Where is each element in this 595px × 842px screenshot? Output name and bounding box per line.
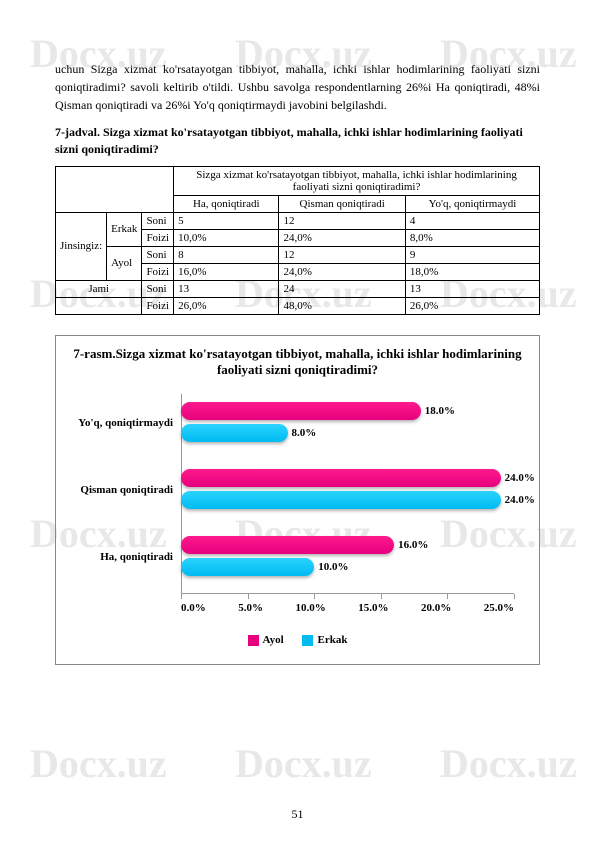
tick [447,594,448,599]
page-number: 51 [292,807,304,822]
x-tick: 15.0% [358,602,388,614]
col-yoq: Yo'q, qoniqtirmaydi [405,195,539,212]
watermark: Docx.uz [30,740,167,787]
cell: 10,0% [174,229,279,246]
bar-chart: 7-rasm.Sizga xizmat ko'rsatayotgan tibbi… [55,335,540,665]
cell: 13 [174,280,279,297]
bar-value: 24.0% [505,472,535,484]
col-qisman: Qisman qoniqtiradi [279,195,405,212]
chart-legend: Ayol Erkak [66,634,529,646]
cell: 5 [174,212,279,229]
cell: 26,0% [174,297,279,314]
bar-group-qisman: Qisman qoniqtiradi 24.0% 24.0% [181,469,514,511]
bar-erkak-qisman: 24.0% [181,491,501,509]
col-ha: Ha, qoniqtiradi [174,195,279,212]
ayol-label: Ayol [107,246,142,280]
y-label-ha: Ha, qoniqtiradi [100,551,173,563]
bar-ayol-yoq: 18.0% [181,402,421,420]
cell: 12 [279,212,405,229]
cell: 24 [279,280,405,297]
cell: 24,0% [279,229,405,246]
table-row: Sizga xizmat ko'rsatayotgan tibbiyot, ma… [56,166,540,195]
jami-label: Jami [56,280,142,297]
bar-value: 16.0% [398,539,428,551]
tick [514,594,515,599]
bar-ayol-qisman: 24.0% [181,469,501,487]
legend-erkak: Erkak [302,634,347,646]
legend-label: Erkak [317,634,347,646]
legend-ayol: Ayol [248,634,284,646]
bar-group-yoq: Yo'q, qoniqtirmaydi 18.0% 8.0% [181,402,514,444]
cell: 4 [405,212,539,229]
jinsingiz-label: Jinsingiz: [56,212,107,280]
soni-label: Soni [142,246,174,263]
y-label-qisman: Qisman qoniqtiradi [80,484,173,496]
tick [381,594,382,599]
table-title: 7-jadval. Sizga xizmat ko'rsatayotgan ti… [55,124,540,158]
x-tick: 5.0% [238,602,263,614]
soni-label: Soni [142,280,174,297]
cell: 26,0% [405,297,539,314]
bar-erkak-yoq: 8.0% [181,424,288,442]
cell: 12 [279,246,405,263]
foizi-label: Foizi [142,229,174,246]
watermark: Docx.uz [440,740,577,787]
table-row: Foizi 26,0% 48,0% 26,0% [56,297,540,314]
x-tick: 0.0% [181,602,206,614]
legend-label: Ayol [263,634,284,646]
bar-ayol-ha: 16.0% [181,536,394,554]
tick [248,594,249,599]
intro-paragraph: uchun Sizga xizmat ko'rsatayotgan tibbiy… [55,60,540,114]
tick [181,594,182,599]
cell: 24,0% [279,263,405,280]
bar-group-ha: Ha, qoniqtiradi 16.0% 10.0% [181,536,514,578]
soni-label: Soni [142,212,174,229]
page-content: uchun Sizga xizmat ko'rsatayotgan tibbiy… [0,0,595,685]
table-header-main: Sizga xizmat ko'rsatayotgan tibbiyot, ma… [174,166,540,195]
bar-value: 10.0% [318,561,348,573]
table-row: Jinsingiz: Erkak Soni 5 12 4 [56,212,540,229]
foizi-label: Foizi [142,263,174,280]
cell: 48,0% [279,297,405,314]
foizi-label: Foizi [142,297,174,314]
erkak-label: Erkak [107,212,142,246]
chart-title: 7-rasm.Sizga xizmat ko'rsatayotgan tibbi… [66,346,529,380]
x-axis-labels: 0.0% 5.0% 10.0% 15.0% 20.0% 25.0% [181,602,514,614]
cell: 16,0% [174,263,279,280]
data-table: Sizga xizmat ko'rsatayotgan tibbiyot, ma… [55,166,540,315]
cell: 13 [405,280,539,297]
x-tick: 25.0% [484,602,514,614]
cell: 8 [174,246,279,263]
bar-erkak-ha: 10.0% [181,558,314,576]
bar-value: 18.0% [425,405,455,417]
cell: 9 [405,246,539,263]
cell: 8,0% [405,229,539,246]
watermark: Docx.uz [235,740,372,787]
x-tick: 20.0% [421,602,451,614]
cell: 18,0% [405,263,539,280]
bar-value: 24.0% [505,494,535,506]
table-row: Ayol Soni 8 12 9 [56,246,540,263]
y-label-yoq: Yo'q, qoniqtirmaydi [78,417,173,429]
swatch-erkak [302,635,313,646]
plot-area: Yo'q, qoniqtirmaydi 18.0% 8.0% Qisman qo… [181,394,514,594]
table-row: Jami Soni 13 24 13 [56,280,540,297]
tick [314,594,315,599]
bar-value: 8.0% [292,427,317,439]
swatch-ayol [248,635,259,646]
x-axis-line [181,593,514,594]
x-tick: 10.0% [296,602,326,614]
